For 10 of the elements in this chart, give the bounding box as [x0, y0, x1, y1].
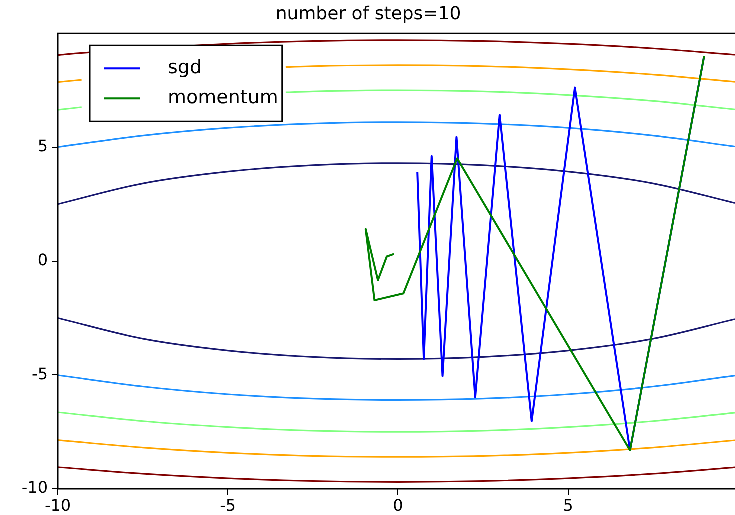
x-tick-label: 5: [563, 496, 574, 515]
x-tick-label: 0: [393, 496, 404, 515]
y-tick-label: 0: [38, 250, 48, 270]
legend-label: momentum: [168, 86, 278, 109]
y-tick-label: -10: [22, 478, 48, 498]
x-tick-label: -5: [220, 496, 236, 515]
legend-label: sgd: [168, 56, 202, 79]
y-tick-label: 5: [38, 136, 48, 156]
chart-title: number of steps=10: [276, 3, 462, 24]
y-tick-label: -5: [32, 364, 48, 384]
